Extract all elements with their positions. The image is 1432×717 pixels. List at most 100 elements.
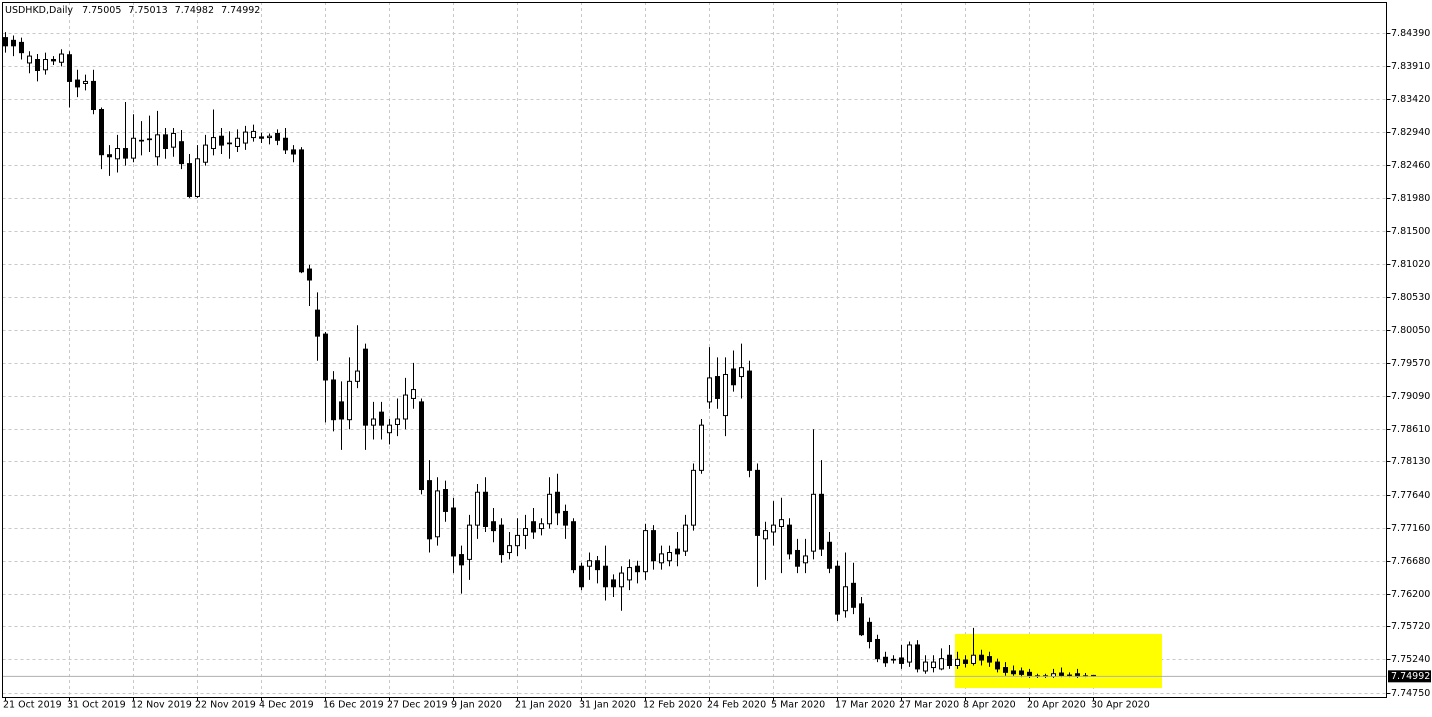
y-tick-label: 7.83420 [1391,94,1430,105]
candle-body-up [971,654,976,664]
y-tick-label: 7.84390 [1391,28,1430,39]
candle-body-up [59,53,64,63]
axes: 7.84390 7.83910 7.83420 7.82940 7.82460 7.819… [3,28,1431,711]
x-tick-label: 4 Dec 2019 [259,700,314,711]
x-tick-label: 30 Apr 2020 [1091,700,1150,711]
candle-body-down [75,79,80,88]
candle-body-down [91,80,96,111]
candle-body-up [667,552,672,562]
x-tick-label: 9 Jan 2020 [451,700,502,711]
y-tick-label: 7.82460 [1391,160,1430,171]
candle-body-down [1019,670,1024,675]
candle-body-up [243,131,248,144]
candle-body-down [531,521,536,533]
candle-body-down [163,134,168,150]
candle-body-up [267,135,272,139]
x-tick-label: 27 Mar 2020 [899,700,959,711]
candle-body-up [547,493,552,525]
x-tick-label: 20 Apr 2020 [1027,700,1086,711]
candle-body-up [1067,674,1072,677]
candle-body-down [283,137,288,151]
candle-body-up [523,528,528,536]
candle-body-down [675,548,680,555]
candle-body-up [251,130,256,139]
y-tick-label: 7.78130 [1391,456,1430,467]
candle-body-up [955,658,960,667]
candle-body-down [827,541,832,569]
candle-body-down [179,141,184,165]
candle-body-down [275,132,280,141]
candle-body-down [1027,671,1032,677]
candle-body-down [1059,672,1064,677]
x-tick-label: 5 Mar 2020 [771,700,825,711]
candle-body-up [907,644,912,663]
candle-body-down [451,507,456,557]
last-high: 7.75013 [128,5,167,16]
candle-body-down [491,521,496,532]
candle-body-up [643,530,648,573]
candle-body-down [635,565,640,573]
candle-body-up [931,661,936,669]
candle-body-up [763,530,768,540]
candle-body-up [227,142,232,145]
y-tick-label: 7.81980 [1391,193,1430,204]
candle-body-down [19,41,24,54]
candle-body-up [691,469,696,526]
candle-body-up [83,80,88,84]
candle-body-down [963,659,968,664]
candle-body-down [139,139,144,142]
candle-body-down [187,163,192,197]
symbol-title: USDHKD,Daily [5,5,73,16]
x-tick-label: 24 Feb 2020 [707,700,766,711]
highlight-box [955,634,1162,688]
last-low: 7.74982 [175,5,214,16]
y-tick-label: 7.74750 [1391,688,1430,699]
candle-body-up [811,493,816,552]
chart-title: USDHKD,Daily 7.75005 7.75013 7.74982 7.7… [5,5,260,16]
candle-body-down [483,491,488,528]
candle-body-down [747,370,752,471]
candle-body-down [563,510,568,526]
candle-body-down [819,493,824,550]
candle-body-down [339,401,344,420]
candle-body-down [867,621,872,643]
x-tick-label: 21 Oct 2019 [3,700,62,711]
candle-body-up [515,534,520,547]
candle-body-down [715,376,720,399]
y-tick-label: 7.79090 [1391,391,1430,402]
y-tick-label: 7.80050 [1391,325,1430,336]
candle-body-down [787,524,792,555]
candle-body-up [619,572,624,588]
candle-body-down [579,565,584,588]
candle-body-up [539,523,544,530]
x-tick-label: 21 Jan 2020 [515,700,572,711]
candle-body-up [467,524,472,560]
candle-body-down [379,411,384,426]
x-tick-label: 16 Dec 2019 [323,700,384,711]
y-tick-label: 7.80530 [1391,292,1430,303]
candle-body-down [795,549,800,567]
y-tick-label: 7.81500 [1391,226,1430,237]
x-tick-label: 27 Dec 2019 [387,700,448,711]
y-tick-label: 7.77160 [1391,523,1430,534]
y-tick-label: 7.75720 [1391,621,1430,632]
candle-body-up [923,661,928,672]
candle-body-down [603,565,608,588]
candle-body-up [779,519,784,528]
candle-body-up [43,59,48,71]
candle-body-up [699,424,704,471]
candle-body-up [803,555,808,564]
candle-body-up [395,418,400,425]
candle-body-up [235,137,240,147]
candle-body-down [307,268,312,281]
candle-body-down [11,39,16,47]
candle-body-down [443,489,448,512]
candle-body-up [411,389,416,399]
grid [2,2,1387,697]
y-tick-label: 7.79570 [1391,358,1430,369]
x-tick-label: 31 Jan 2020 [579,700,636,711]
candle-body-up [171,132,176,148]
x-tick-label: 17 Mar 2020 [835,700,895,711]
y-tick-label: 7.83910 [1391,61,1430,72]
